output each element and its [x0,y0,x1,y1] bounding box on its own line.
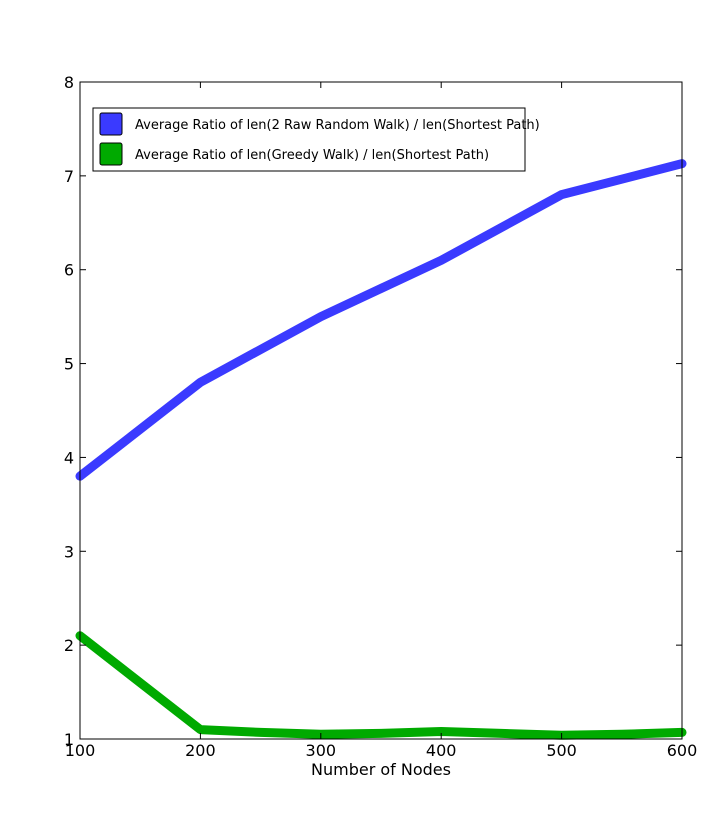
x-tick-label: 200 [185,741,216,760]
x-tick-label: 500 [546,741,577,760]
legend-swatch-1 [99,112,123,136]
legend-box [92,107,526,172]
x-tick-label: 400 [426,741,457,760]
series-layer [75,159,687,740]
series-line-1 [75,159,687,481]
y-tick-label: 7 [64,167,74,186]
legend-label-1: Average Ratio of len(2 Raw Random Walk) … [135,118,540,133]
y-tick-label: 4 [64,448,74,467]
y-tick-label: 2 [64,636,74,655]
y-tick-label: 8 [64,73,74,92]
plot-frame [79,81,683,740]
y-tick-label: 1 [64,730,74,749]
ticks-layer: 100 200 300 400 500 600 1 2 3 4 5 6 7 8 [64,73,697,760]
x-tick-label: 600 [667,741,698,760]
series-line-2 [75,631,687,740]
x-axis-title: Number of Nodes [311,760,451,779]
y-tick-label: 6 [64,261,74,280]
x-tick-label: 100 [65,741,96,760]
x-tick-label: 300 [306,741,337,760]
legend: Average Ratio of len(2 Raw Random Walk) … [92,107,540,172]
y-tick-label: 3 [64,542,74,561]
legend-swatch-2 [99,142,123,166]
y-tick-label: 5 [64,355,74,374]
legend-label-2: Average Ratio of len(Greedy Walk) / len(… [135,148,489,163]
